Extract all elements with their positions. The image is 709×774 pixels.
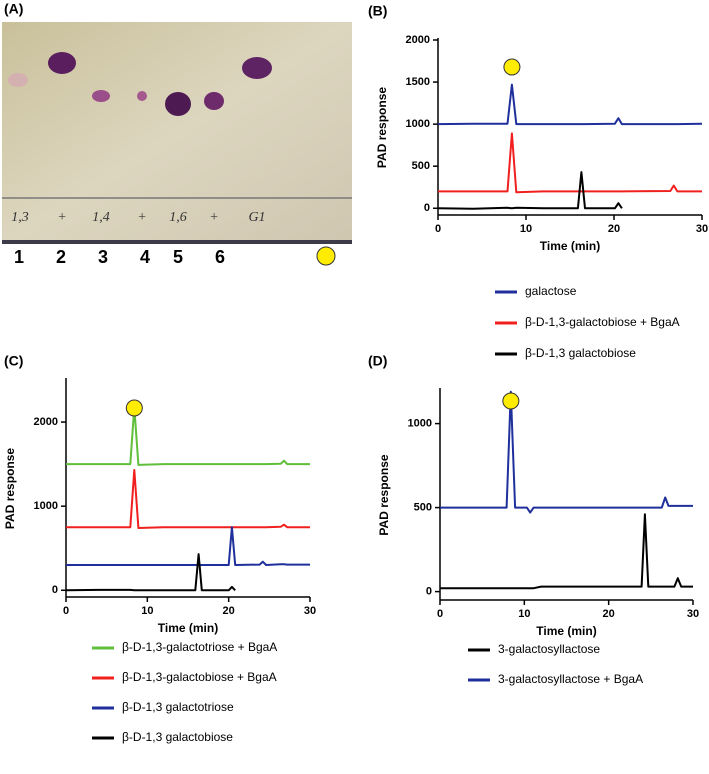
handwritten-label: + [209, 210, 218, 225]
series-line [440, 513, 693, 590]
series-line [437, 83, 703, 126]
x-axis-label: Time (min) [536, 624, 596, 638]
x-tick-label: 30 [696, 223, 708, 235]
x-tick-label: 20 [223, 605, 235, 617]
lane-label: 5 [173, 247, 183, 267]
lane-label: 4 [140, 247, 150, 267]
series-line [440, 390, 693, 514]
panel-label: (C) [4, 353, 23, 369]
handwritten-label: 1,4 [92, 210, 110, 225]
x-tick-label: 20 [603, 608, 615, 620]
y-tick-label: 1000 [408, 418, 432, 430]
x-tick-label: 30 [304, 605, 316, 617]
y-tick-label: 0 [426, 586, 432, 598]
x-axis-label: Time (min) [158, 621, 218, 635]
x-tick-label: 10 [141, 605, 153, 617]
y-axis-label: PAD response [377, 454, 391, 535]
tlc-photo [2, 22, 352, 244]
legend-label: β-D-1,3 galactotriose [122, 700, 234, 714]
y-tick-label: 1000 [34, 500, 58, 512]
y-tick-label: 0 [52, 584, 58, 596]
legend-label: β-D-1,3 galactobiose [525, 346, 636, 360]
lane-label: 6 [215, 247, 225, 267]
x-tick-label: 10 [520, 223, 532, 235]
series-line [437, 171, 623, 210]
series-line [66, 526, 310, 566]
y-tick-label: 500 [414, 502, 432, 514]
galactose-marker [502, 392, 520, 410]
x-tick-label: 20 [608, 223, 620, 235]
panel-label: (D) [368, 353, 387, 369]
series-line [438, 132, 702, 194]
handwritten-label: 1,6 [169, 210, 187, 225]
series-line [65, 553, 236, 592]
y-tick-label: 0 [424, 202, 430, 214]
galactose-marker [125, 399, 143, 417]
y-tick-label: 1500 [406, 76, 430, 88]
panel-label: (B) [368, 3, 387, 19]
lane-label: 3 [98, 247, 108, 267]
panel-label: (A) [4, 1, 23, 17]
handwritten-label: + [137, 210, 146, 225]
lane-label: 2 [56, 247, 66, 267]
series-line [66, 405, 310, 466]
legend-label: galactose [525, 284, 577, 298]
legend-label: β-D-1,3-galactobiose + BgaA [525, 315, 680, 329]
lane-label: 1 [14, 247, 24, 267]
galactose-marker [316, 246, 336, 266]
legend-label: β-D-1,3 galactobiose [122, 730, 233, 744]
y-axis-label: PAD response [375, 87, 389, 168]
x-tick-label: 0 [437, 608, 443, 620]
y-tick-label: 500 [412, 160, 430, 172]
y-tick-label: 2000 [34, 416, 58, 428]
legend-label: 3-galactosyllactose [498, 642, 600, 656]
y-axis-label: PAD response [3, 448, 17, 529]
handwritten-label: G1 [248, 210, 265, 225]
x-tick-label: 10 [518, 608, 530, 620]
series-line [66, 469, 310, 529]
y-tick-label: 2000 [406, 34, 430, 46]
handwritten-label: 1,3 [11, 210, 29, 225]
x-axis-label: Time (min) [540, 239, 600, 253]
x-tick-label: 0 [435, 223, 441, 235]
legend-label: 3-galactosyllactose + BgaA [498, 672, 643, 686]
legend-label: β-D-1,3-galactotriose + BgaA [122, 640, 277, 654]
handwritten-label: + [57, 210, 66, 225]
galactose-marker [503, 58, 521, 76]
x-tick-label: 30 [687, 608, 699, 620]
x-tick-label: 0 [63, 605, 69, 617]
legend-label: β-D-1,3-galactobiose + BgaA [122, 670, 277, 684]
y-tick-label: 1000 [406, 118, 430, 130]
